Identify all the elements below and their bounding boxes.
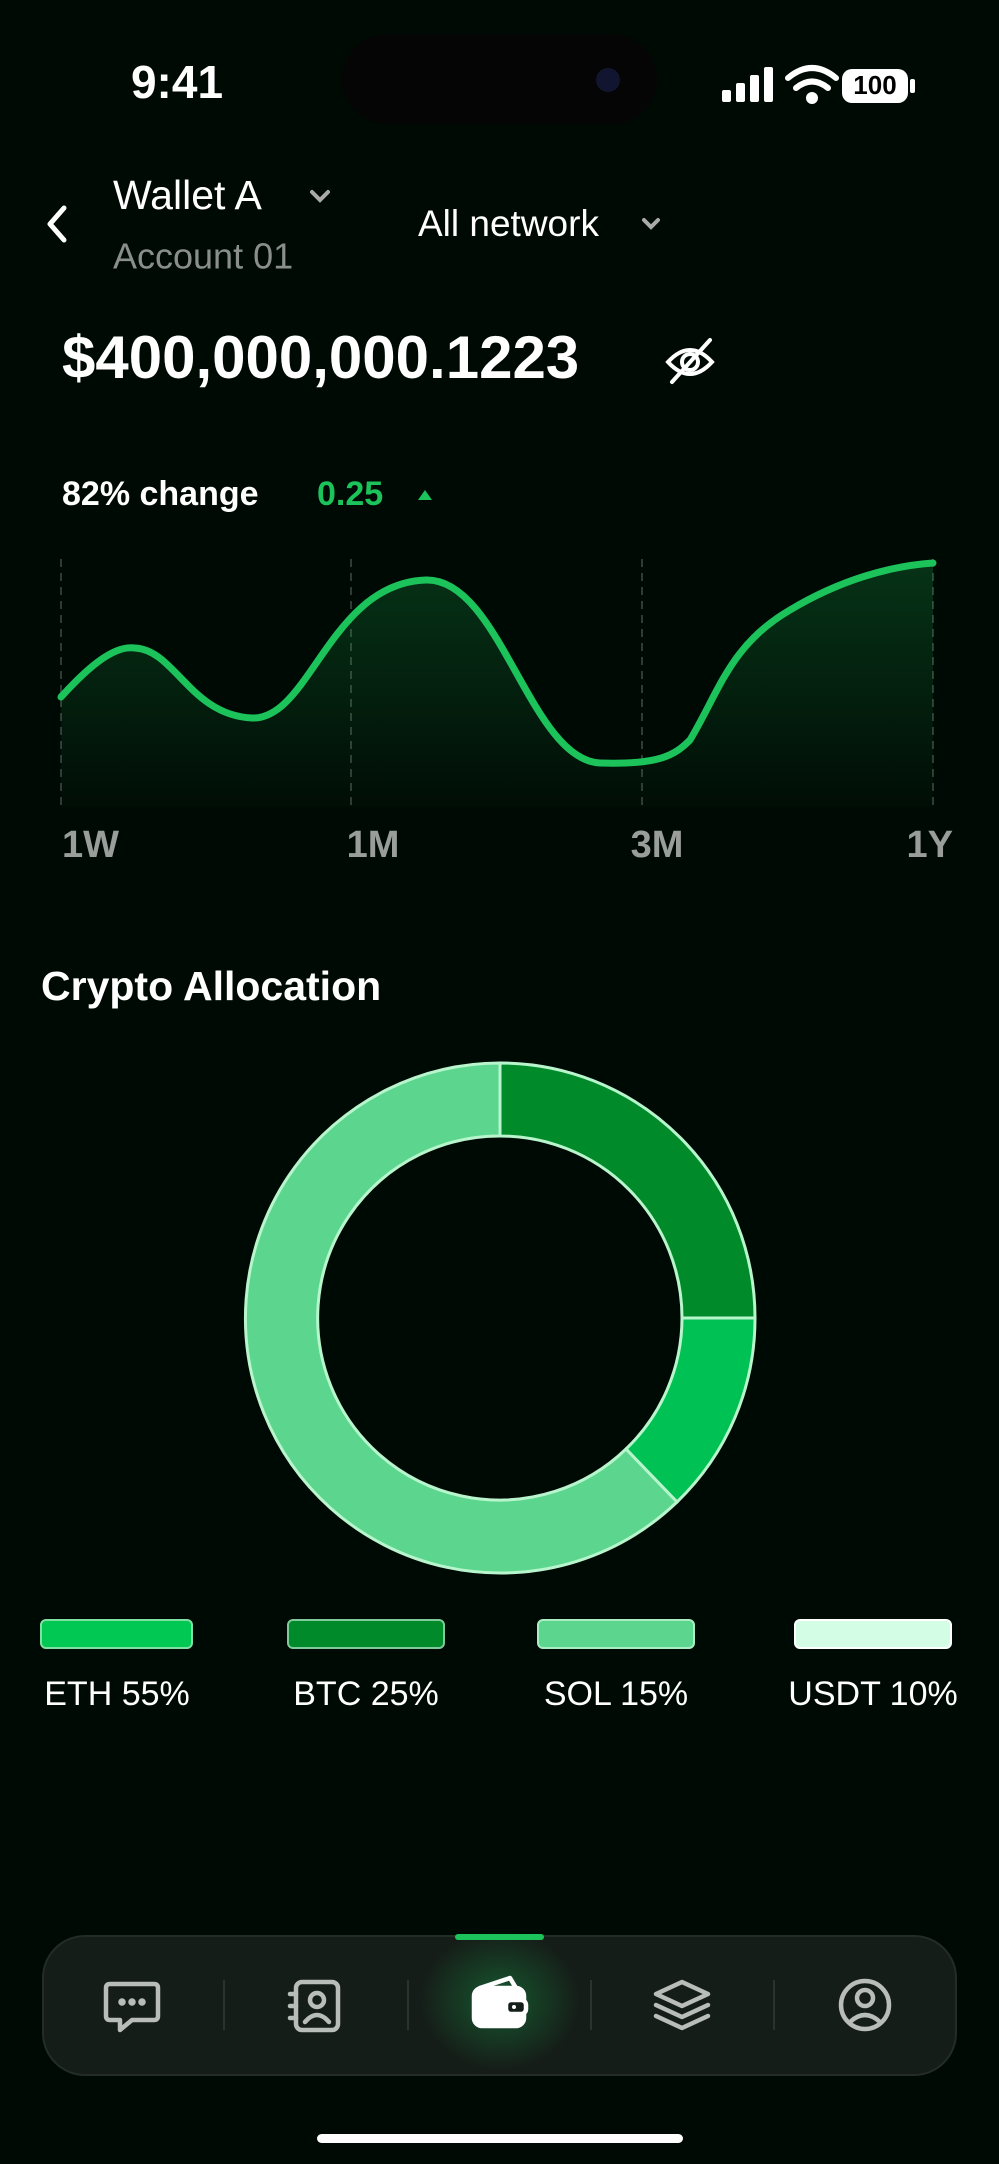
range-1y[interactable]: 1Y (907, 824, 953, 866)
legend: ETH 55% BTC 25% SOL 15% USDT 10% (40, 1619, 958, 1713)
active-indicator (455, 1934, 544, 1940)
battery (842, 69, 908, 103)
status-time: 9:41 (131, 56, 223, 108)
range-3m[interactable]: 3M (631, 824, 684, 866)
change-label: 82% change (62, 475, 259, 513)
tab-profile[interactable] (838, 1978, 892, 2032)
battery-tip (910, 79, 915, 93)
legend-label: USDT 10% (788, 1675, 957, 1713)
dynamic-island (342, 34, 657, 124)
legend-label: SOL 15% (544, 1675, 688, 1713)
change-value: 0.25 (317, 475, 383, 513)
legend-swatch (40, 1619, 193, 1649)
tab-chat[interactable] (103, 1981, 161, 2033)
tab-separators (223, 1980, 775, 2030)
battery-level: 100 (853, 70, 896, 100)
network-dropdown[interactable] (642, 218, 660, 230)
tab-layers[interactable] (653, 1979, 711, 2031)
camera (596, 68, 620, 92)
legend-swatch (537, 1619, 695, 1649)
legend-swatch (287, 1619, 445, 1649)
chart-line (57, 559, 937, 767)
allocation-title: Crypto Allocation (41, 963, 381, 1009)
range-1w[interactable]: 1W (62, 824, 119, 866)
wallet-dropdown[interactable] (310, 190, 330, 203)
back-button[interactable] (47, 205, 67, 243)
home-indicator (317, 2134, 683, 2143)
change-arrow (418, 490, 432, 500)
legend-swatch (794, 1619, 952, 1649)
tab-wallet[interactable] (471, 1975, 529, 2029)
legend-label: ETH 55% (44, 1675, 190, 1713)
chart-area (61, 563, 933, 807)
wallet-name[interactable]: Wallet A (113, 172, 263, 218)
range-1m[interactable]: 1M (347, 824, 400, 866)
hide-balance-button[interactable] (665, 338, 715, 384)
allocation-donut (243, 1061, 757, 1575)
wifi-icon (785, 65, 839, 104)
network-selector[interactable]: All network (418, 203, 599, 244)
tab-contacts[interactable] (287, 1979, 341, 2033)
account-name: Account 01 (113, 236, 293, 277)
balance: $400,000,000.1223 (62, 324, 579, 391)
signal-icon (722, 67, 773, 102)
legend-label: BTC 25% (293, 1675, 439, 1713)
